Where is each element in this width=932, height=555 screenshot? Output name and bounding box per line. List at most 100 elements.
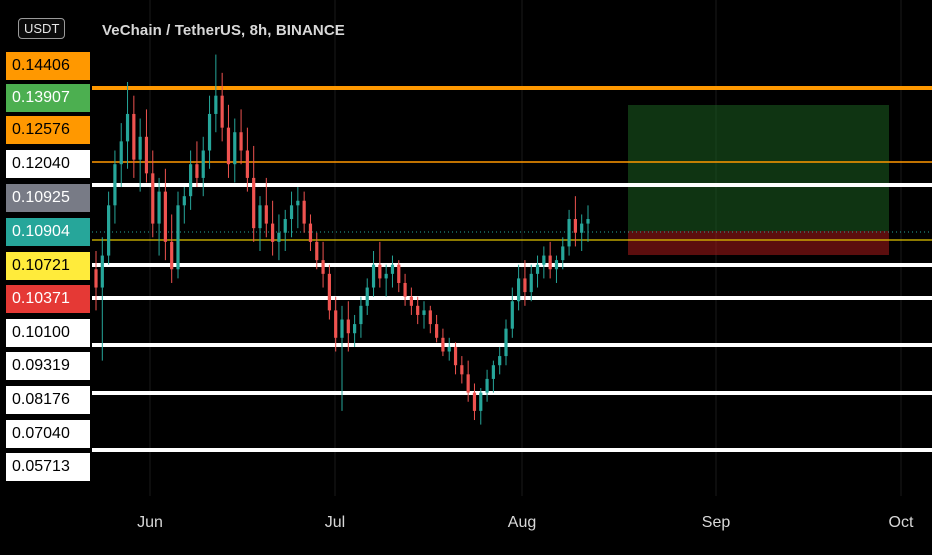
candle-down	[163, 191, 167, 242]
price-axis-label: 0.12040	[6, 150, 90, 178]
candle-down	[441, 337, 445, 352]
candle-up	[189, 164, 193, 197]
candle-up	[214, 95, 218, 114]
candle-up	[107, 205, 111, 256]
time-axis-label: Jun	[137, 514, 163, 531]
candle-up	[529, 273, 533, 293]
candle-up	[119, 141, 123, 165]
candle-up	[157, 191, 161, 224]
candle-down	[346, 319, 350, 334]
candle-down	[409, 296, 413, 306]
candle-up	[289, 205, 294, 220]
candle-down	[403, 282, 407, 297]
candle-up	[586, 219, 590, 224]
time-axis-label: Aug	[507, 514, 537, 531]
price-axis-label: 0.09319	[6, 352, 90, 380]
candle-up	[479, 392, 483, 411]
candle-up	[283, 219, 287, 233]
candle-down	[428, 310, 432, 325]
price-axis-label: 0.10925	[6, 184, 90, 212]
candle-down	[453, 346, 458, 366]
candle-up	[207, 113, 212, 151]
candle-up	[561, 246, 565, 261]
candle-down	[264, 205, 268, 224]
candle-down	[523, 278, 527, 293]
candle-down	[94, 269, 98, 288]
price-axis-label: 0.10100	[6, 319, 90, 347]
price-axis-label: 0.05713	[6, 453, 90, 481]
candle-down	[315, 241, 319, 261]
candle-up	[277, 232, 281, 242]
time-axis-label: Jul	[324, 514, 346, 531]
candle-down	[435, 324, 439, 338]
candle-up	[258, 205, 262, 229]
time-axis-label: Oct	[888, 514, 914, 531]
candle-down	[170, 241, 174, 270]
price-axis-label: 0.14406	[6, 52, 90, 80]
price-axis-label: 0.13907	[6, 84, 90, 112]
price-axis-label: 0.08176	[6, 386, 90, 414]
target-zone[interactable]	[628, 105, 889, 231]
candle-down	[195, 164, 199, 178]
candle-down	[573, 219, 577, 233]
candle-up	[485, 378, 489, 393]
candle-up	[384, 273, 388, 279]
candle-up	[498, 356, 502, 366]
candle-up	[359, 305, 363, 325]
price-axis-label: 0.10371	[6, 285, 90, 313]
candle-up	[100, 255, 104, 288]
candle-up	[447, 346, 451, 352]
candle-down	[308, 223, 313, 242]
candle-up	[580, 223, 584, 233]
candle-up	[113, 164, 117, 206]
chart-title: VeChain / TetherUS, 8h, BINANCE	[102, 22, 345, 39]
candle-down	[460, 365, 464, 375]
candle-down	[144, 136, 149, 174]
candle-down	[334, 310, 338, 338]
time-axis-label: Sep	[701, 514, 731, 531]
candle-up	[296, 200, 300, 206]
candle-down	[416, 305, 420, 315]
candle-down	[548, 255, 552, 270]
candle-down	[252, 177, 256, 229]
candle-down	[245, 150, 249, 178]
candle-up	[201, 150, 205, 178]
candle-down	[327, 273, 331, 311]
candle-up	[535, 264, 540, 274]
candle-up	[365, 287, 369, 306]
candle-down	[239, 132, 243, 151]
candle-up	[233, 132, 237, 165]
candle-down	[132, 113, 136, 160]
candle-up	[510, 301, 514, 329]
candle-down	[397, 264, 401, 283]
candle-up	[554, 260, 559, 270]
candle-up	[125, 113, 130, 142]
candle-down	[321, 260, 325, 274]
candle-down	[466, 374, 470, 393]
candle-down	[271, 223, 275, 242]
candle-up	[504, 328, 508, 357]
candle-up	[176, 205, 180, 270]
currency-badge[interactable]: USDT	[18, 18, 66, 39]
candle-up	[138, 136, 142, 160]
candle-up	[371, 264, 376, 288]
candle-up	[182, 196, 186, 206]
price-axis-label: 0.07040	[6, 420, 90, 448]
candle-up	[567, 219, 571, 247]
candle-down	[378, 264, 382, 279]
stop-zone[interactable]	[628, 231, 889, 255]
candle-up	[542, 255, 546, 265]
candle-down	[226, 127, 231, 165]
candle-up	[353, 324, 357, 334]
price-axis-label: 0.10904	[6, 218, 90, 246]
candle-up	[517, 278, 521, 302]
price-axis-label: 0.12576	[6, 116, 90, 144]
candle-down	[302, 200, 306, 224]
candle-up	[422, 310, 426, 315]
candle-up	[390, 264, 395, 274]
price-axis-label: 0.10721	[6, 252, 90, 280]
candle-down	[220, 95, 224, 128]
candle-up	[491, 365, 495, 379]
